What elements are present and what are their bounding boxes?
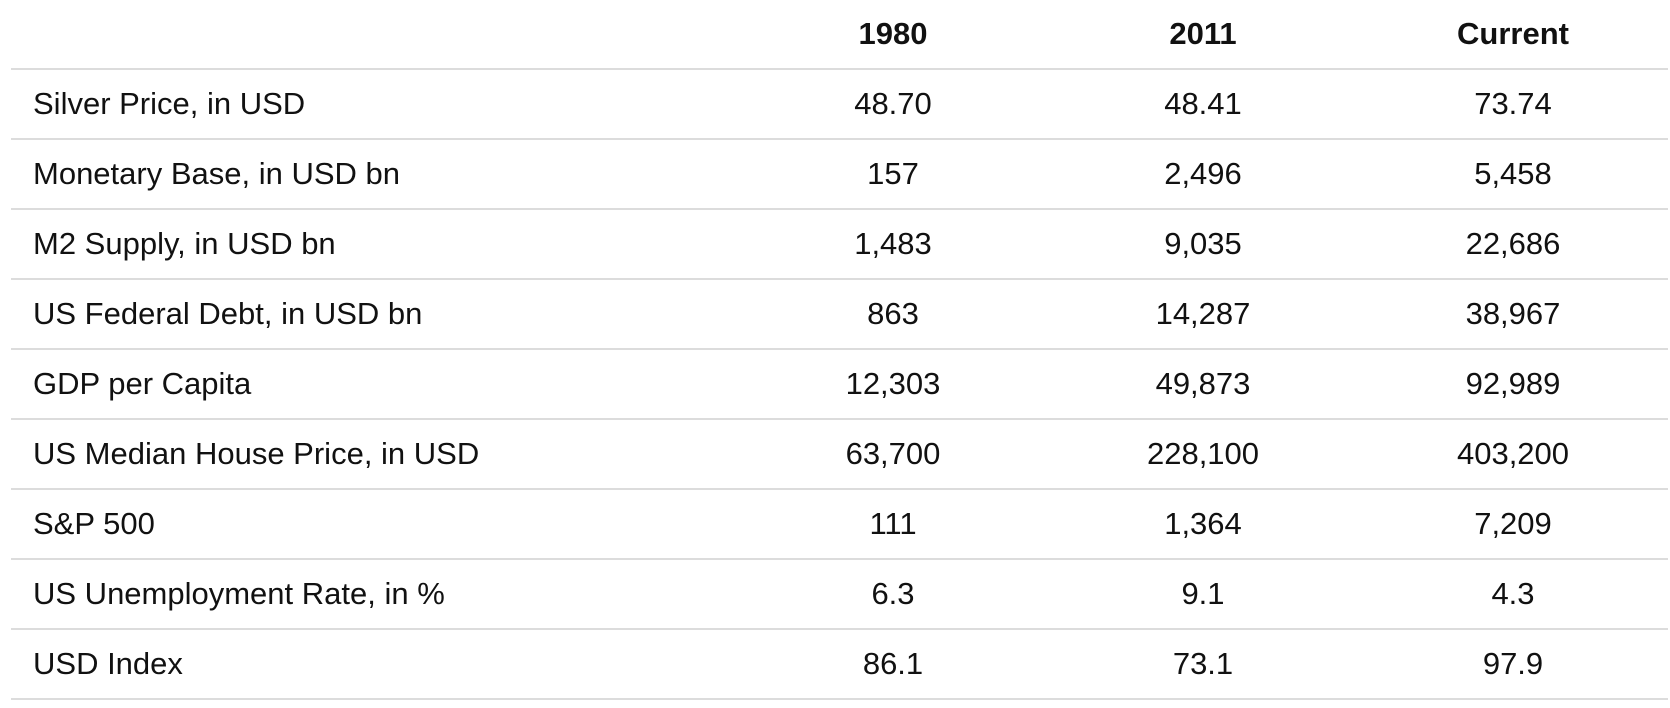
row-label: USD Index xyxy=(11,629,738,700)
table-cell: 73.74 xyxy=(1358,69,1668,140)
column-header: Current xyxy=(1358,0,1668,70)
table-cell: 73.1 xyxy=(1048,629,1358,700)
table-cell: 9,035 xyxy=(1048,209,1358,280)
row-label: Silver Price, in USD xyxy=(11,69,738,140)
row-label: Monetary Base, in USD bn xyxy=(11,139,738,210)
table-cell: 49,873 xyxy=(1048,349,1358,420)
table-row: US Median House Price, in USD 63,700 228,1… xyxy=(11,419,1668,490)
table-cell: 48.70 xyxy=(738,69,1048,140)
row-label: S&P 500 xyxy=(11,489,738,560)
table-row: Silver Price, in USD 48.70 48.41 73.74 xyxy=(11,69,1668,140)
table-cell: 22,686 xyxy=(1358,209,1668,280)
table-cell: 5,458 xyxy=(1358,139,1668,210)
table-row: S&P 500 111 1,364 7,209 xyxy=(11,489,1668,560)
row-label: M2 Supply, in USD bn xyxy=(11,209,738,280)
row-label: US Unemployment Rate, in % xyxy=(11,559,738,630)
column-header: 1980 xyxy=(738,0,1048,70)
table-cell: 2,496 xyxy=(1048,139,1358,210)
table-row: Monetary Base, in USD bn 157 2,496 5,458 xyxy=(11,139,1668,210)
table-cell: 7,209 xyxy=(1358,489,1668,560)
table-cell: 863 xyxy=(738,279,1048,350)
header-row: 1980 2011 Current xyxy=(11,0,1668,70)
table-cell: 97.9 xyxy=(1358,629,1668,700)
table-cell: 48.41 xyxy=(1048,69,1358,140)
table-cell: 157 xyxy=(738,139,1048,210)
table-row: USD Index 86.1 73.1 97.9 xyxy=(11,629,1668,700)
table-cell: 1,364 xyxy=(1048,489,1358,560)
table-row: M2 Supply, in USD bn 1,483 9,035 22,686 xyxy=(11,209,1668,280)
row-label: US Federal Debt, in USD bn xyxy=(11,279,738,350)
table-cell: 92,989 xyxy=(1358,349,1668,420)
row-label: US Median House Price, in USD xyxy=(11,419,738,490)
table-cell: 38,967 xyxy=(1358,279,1668,350)
row-label: GDP per Capita xyxy=(11,349,738,420)
table-cell: 86.1 xyxy=(738,629,1048,700)
table-cell: 14,287 xyxy=(1048,279,1358,350)
table-cell: 228,100 xyxy=(1048,419,1358,490)
header-cell xyxy=(11,0,738,70)
table-cell: 12,303 xyxy=(738,349,1048,420)
data-table: 1980 2011 Current Silver Price, in USD 48.7… xyxy=(11,0,1668,700)
table-cell: 403,200 xyxy=(1358,419,1668,490)
table-row: GDP per Capita 12,303 49,873 92,989 xyxy=(11,349,1668,420)
table-cell: 111 xyxy=(738,489,1048,560)
table-cell: 63,700 xyxy=(738,419,1048,490)
table-cell: 6.3 xyxy=(738,559,1048,630)
table-row: US Unemployment Rate, in % 6.3 9.1 4.3 xyxy=(11,559,1668,630)
table-cell: 9.1 xyxy=(1048,559,1358,630)
table-row: US Federal Debt, in USD bn 863 14,287 38,96… xyxy=(11,279,1668,350)
table-cell: 1,483 xyxy=(738,209,1048,280)
column-header: 2011 xyxy=(1048,0,1358,70)
table-cell: 4.3 xyxy=(1358,559,1668,630)
